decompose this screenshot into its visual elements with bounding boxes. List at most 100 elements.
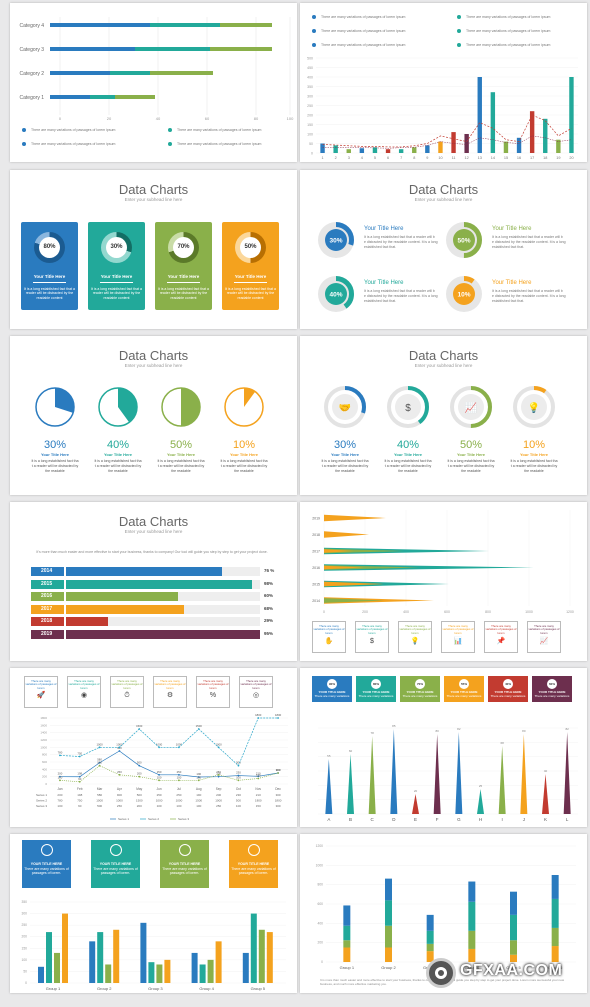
- handshake-icon: 🤝: [339, 403, 351, 414]
- group-label: Group 6: [548, 965, 563, 970]
- point-label: 1000: [96, 742, 103, 746]
- item-body: t a reader will be distracted by: [95, 464, 142, 468]
- slide-6-icon-rings[interactable]: Data Charts Enter your subhead line here…: [300, 336, 587, 495]
- x-tick: 8: [413, 156, 415, 160]
- column-bar: [464, 134, 469, 153]
- slide-11-group-bars[interactable]: YOUR TITLE HERE There are many variations…: [10, 834, 297, 993]
- y-tick: 0: [311, 152, 313, 156]
- card-green[interactable]: 70% Your Title Here It is a long establi…: [155, 222, 212, 310]
- item-body: e distracted by the readable content. It…: [492, 240, 566, 244]
- spike-value: 85: [392, 724, 396, 728]
- column-bar: [543, 118, 548, 153]
- slide-10-spike-chart[interactable]: 90% YOUR TITLE HERE There are many variati…: [300, 668, 587, 827]
- card-orange[interactable]: 50% Your Title Here It is a long establi…: [222, 222, 279, 310]
- info-box: There are many variations of passages of…: [527, 621, 561, 653]
- month-label: Jun: [157, 787, 162, 791]
- stat-pct: 40%: [503, 679, 513, 689]
- chart-icon: 📊: [453, 637, 463, 645]
- slide-title: Data Charts: [408, 182, 479, 197]
- card-blue[interactable]: 80% Your Title Here It is a long establi…: [21, 222, 78, 310]
- series-line: [59, 750, 279, 778]
- x-tick: 0: [59, 116, 62, 121]
- ring-pct: 40%: [397, 439, 419, 451]
- line-point: [98, 746, 101, 749]
- y-tick: 500: [307, 57, 313, 61]
- year-label: 2015: [31, 579, 64, 589]
- progress-pct: 60%: [264, 593, 274, 598]
- slide-3-cards[interactable]: Data Charts Enter your subhead line here…: [10, 170, 297, 329]
- x-tick: 13: [478, 156, 482, 160]
- item-title: Your Title Here: [104, 452, 133, 457]
- series-line: [59, 717, 279, 767]
- group-bar: [207, 959, 214, 983]
- spike-bar: [368, 736, 376, 814]
- point-label: 1000: [156, 742, 163, 746]
- table-cell: 500: [137, 793, 142, 797]
- point-label: 500: [97, 761, 102, 765]
- slide-8-funnel-bars[interactable]: 0 200 400 600 800 1000 1200 2019 2018 2017 2016 201…: [300, 502, 587, 661]
- cat1-bar-s1: [50, 95, 90, 99]
- spike-bar: [477, 789, 484, 814]
- slide-subtitle: Enter your subhead line here: [124, 197, 183, 202]
- y-tick: 1000: [40, 745, 47, 749]
- slide-2-column-chart[interactable]: There are many variations of passages of…: [300, 3, 587, 162]
- stat-box: 90% YOUR TITLE HERE There are many variati…: [312, 676, 352, 702]
- spike-bar: [563, 732, 571, 814]
- info-box: There are many variations of passages of…: [196, 676, 230, 708]
- stack-segment: [468, 948, 476, 962]
- slide-1-bar-chart[interactable]: Category 4 Category 3 Category 2 Categor…: [10, 3, 297, 162]
- point-label: 300: [276, 768, 281, 772]
- line-point: [277, 717, 279, 719]
- table-cell: 300: [276, 804, 281, 808]
- x-tick: 16: [517, 156, 521, 160]
- y-tick: 400: [307, 76, 313, 80]
- point-label: 1500: [136, 724, 143, 728]
- card-body: It is a long established fact that a rea…: [225, 287, 276, 300]
- group-bar: [266, 932, 273, 983]
- group-label: Group 5: [251, 986, 266, 991]
- x-tick: 1000: [525, 610, 533, 614]
- item-title: Your Title Here: [492, 226, 532, 232]
- pin-icon: 📌: [496, 637, 506, 645]
- group-label: Group 2: [381, 965, 396, 970]
- stack-segment: [468, 930, 476, 949]
- info-box: There are many variations of passages of…: [355, 621, 389, 653]
- progress-fill: [66, 567, 222, 576]
- tapered-bar: [324, 548, 404, 554]
- item-body: e distracted by the readable content. It…: [492, 294, 566, 298]
- donut-center: [325, 283, 347, 305]
- pie-slice: [244, 388, 256, 407]
- x-tick: 60: [205, 116, 210, 121]
- slide-4-donuts[interactable]: Data Charts Enter your subhead line here…: [300, 170, 587, 329]
- item-body: the readable: [461, 469, 481, 473]
- spike-value: 80: [522, 729, 526, 733]
- item-body: It is a long established fact tha: [447, 459, 494, 463]
- x-letter: G: [457, 817, 461, 822]
- box-text: There are many variations of passages of…: [154, 679, 186, 690]
- column-bar: [333, 145, 338, 153]
- group-bar: [62, 913, 68, 983]
- item-body: t a reader will be distracted by: [385, 464, 432, 468]
- stat-body: There are many variations: [490, 694, 526, 698]
- table-cell: 100: [57, 804, 62, 808]
- stat-box: 80% YOUR TITLE HERE There are many variati…: [356, 676, 396, 702]
- tapered-bar: [324, 514, 386, 522]
- group-label: Group 5: [506, 965, 521, 970]
- point-label: 200: [58, 772, 63, 776]
- box-text: There are many variations of passages of…: [528, 624, 560, 635]
- line-point: [138, 775, 141, 778]
- slide-subtitle: Enter your subhead line here: [124, 529, 183, 534]
- month-label: Oct: [236, 787, 241, 791]
- slide-5-pies[interactable]: Data Charts Enter your subhead line here…: [10, 336, 297, 495]
- y-tick: 0: [321, 960, 323, 964]
- card-teal[interactable]: 30% Your Title Here It is a long establi…: [88, 222, 145, 310]
- slide-7-year-bars[interactable]: Data Charts Enter your subhead line here…: [10, 502, 297, 661]
- table-cell: 300: [276, 793, 281, 797]
- stack-segment: [510, 891, 517, 915]
- user-group-icon: [178, 844, 191, 856]
- table-cell: 250: [117, 804, 122, 808]
- info-box: There are many variations of passages of…: [312, 621, 346, 653]
- stack-segment: [551, 946, 559, 962]
- y-tick: 100: [307, 133, 313, 137]
- slide-9-line-chart[interactable]: There are many variations of passages of…: [10, 668, 297, 827]
